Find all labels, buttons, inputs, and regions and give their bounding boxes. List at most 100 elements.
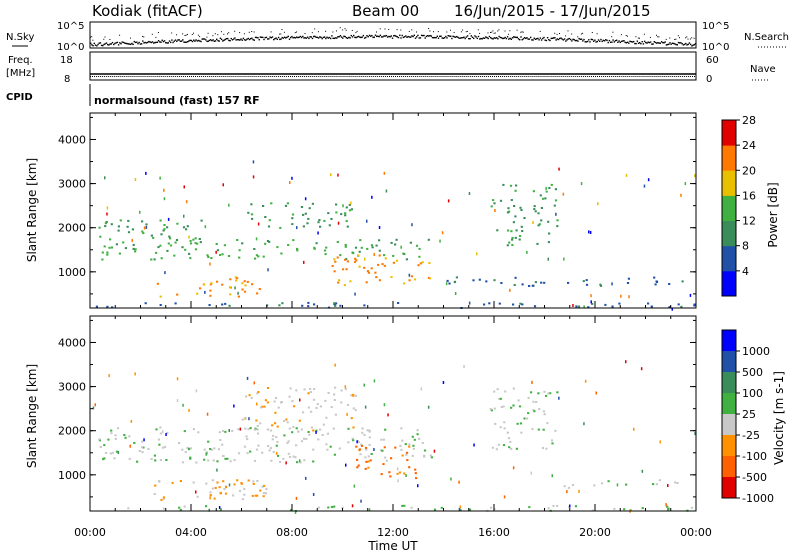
colorbar-tick-label: 4 xyxy=(742,265,749,278)
nave-point xyxy=(150,76,152,77)
data-cell xyxy=(231,429,234,432)
count-point xyxy=(92,39,94,41)
data-cell xyxy=(155,251,158,254)
count-point xyxy=(353,34,355,37)
data-cell xyxy=(267,268,269,272)
nave-point xyxy=(326,76,328,77)
count-point xyxy=(657,36,659,38)
count-point xyxy=(128,43,131,45)
data-cell xyxy=(255,448,259,451)
data-cell xyxy=(236,277,239,280)
data-cell xyxy=(585,279,588,282)
data-cell xyxy=(167,217,170,221)
count-point xyxy=(496,37,498,39)
data-cell xyxy=(141,440,144,443)
count-point xyxy=(483,37,486,39)
count-point xyxy=(464,37,466,40)
count-point xyxy=(314,35,316,38)
nave-point xyxy=(508,76,510,77)
count-point xyxy=(647,41,649,43)
data-cell xyxy=(176,222,179,225)
data-cell xyxy=(286,202,289,205)
count-point xyxy=(346,37,349,39)
data-cell xyxy=(241,282,244,285)
data-cell xyxy=(490,409,493,412)
count-point xyxy=(567,38,569,40)
data-cell xyxy=(554,429,557,432)
data-cell xyxy=(233,404,235,408)
nave-point xyxy=(665,76,667,77)
velocity-ylabel: Slant Range [km] xyxy=(25,364,39,468)
nave-point xyxy=(174,76,176,77)
nave-point xyxy=(520,76,522,77)
data-cell xyxy=(364,467,367,470)
nave-point xyxy=(591,76,592,77)
count-point xyxy=(574,39,577,42)
count-point xyxy=(475,36,477,38)
count-point xyxy=(586,40,589,43)
count-point xyxy=(366,35,368,37)
count-point xyxy=(314,28,316,30)
data-cell xyxy=(214,487,217,489)
data-cell xyxy=(247,428,250,431)
data-cell xyxy=(105,221,108,223)
data-cell xyxy=(254,494,257,497)
nave-point xyxy=(498,76,499,77)
data-cell xyxy=(547,257,549,261)
nave-point xyxy=(536,76,538,77)
count-point xyxy=(136,41,138,43)
data-cell xyxy=(209,494,212,497)
x-tick-label: 04:00 xyxy=(175,526,207,539)
count-point xyxy=(109,39,111,40)
count-point xyxy=(471,36,474,38)
count-point xyxy=(419,37,422,39)
data-cell xyxy=(690,506,694,509)
data-cell xyxy=(108,246,111,249)
data-cell xyxy=(520,209,523,211)
data-cell xyxy=(108,374,110,378)
data-cell xyxy=(309,387,312,390)
data-cell xyxy=(356,458,359,461)
data-cell xyxy=(262,255,265,258)
count-point xyxy=(401,34,403,37)
data-cell xyxy=(287,440,290,443)
data-cell xyxy=(420,387,423,391)
nave-point xyxy=(304,76,306,77)
data-cell xyxy=(222,183,224,187)
data-cell xyxy=(248,394,251,397)
count-point xyxy=(500,37,503,39)
count-point xyxy=(355,32,357,34)
nave-point xyxy=(148,76,150,77)
count-point xyxy=(593,40,595,42)
nave-point xyxy=(306,76,308,77)
nave-point xyxy=(340,76,342,77)
data-cell xyxy=(279,461,282,463)
nave-point xyxy=(136,76,138,77)
nave-point xyxy=(586,76,588,77)
nave-point xyxy=(346,76,348,77)
data-cell xyxy=(104,451,108,454)
data-cell xyxy=(348,209,352,212)
data-cell xyxy=(316,403,319,406)
data-cell xyxy=(141,220,144,223)
data-cell xyxy=(257,255,260,258)
data-cell xyxy=(270,459,273,462)
count-point xyxy=(184,35,186,36)
nave-point xyxy=(467,76,469,77)
count-point xyxy=(562,39,565,41)
count-point xyxy=(379,28,381,30)
count-point xyxy=(306,36,309,38)
data-cell xyxy=(250,203,253,206)
data-cell xyxy=(547,392,550,395)
nave-point xyxy=(631,76,633,77)
nave-point xyxy=(407,76,409,77)
nave-point xyxy=(641,76,643,77)
data-cell xyxy=(360,444,364,447)
data-cell xyxy=(473,443,475,447)
count-point xyxy=(669,37,671,39)
nave-point xyxy=(485,76,487,77)
data-cell xyxy=(209,262,211,266)
count-point xyxy=(457,36,459,38)
nave-point xyxy=(603,76,605,77)
